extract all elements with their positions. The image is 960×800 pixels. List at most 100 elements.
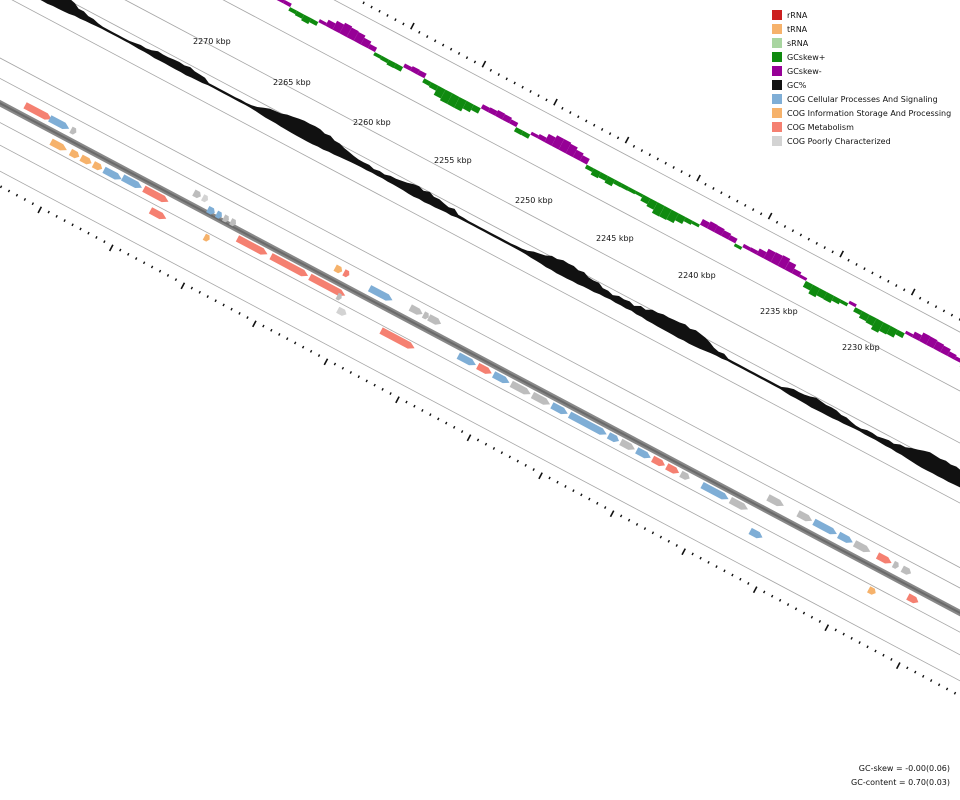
gc-skew-positive-block — [858, 310, 870, 322]
minor-tick — [561, 106, 564, 110]
minor-tick — [301, 345, 305, 349]
minor-tick — [190, 286, 194, 290]
legend-item-cog-poorly: COG Poorly Characterized — [772, 134, 951, 148]
gc-skew-negative-block — [325, 19, 336, 30]
gc-skew-positive-block — [521, 130, 531, 139]
gc-skew-negative-block — [699, 219, 710, 229]
minor-tick — [119, 248, 122, 252]
gene-feature — [201, 194, 208, 203]
minor-tick — [680, 170, 683, 174]
gene-feature — [906, 593, 919, 604]
minor-tick — [577, 115, 580, 119]
minor-tick — [394, 18, 397, 22]
gene-feature — [23, 102, 52, 120]
minor-tick — [707, 560, 710, 564]
gc-skew-positive-block — [386, 59, 397, 69]
minor-tick — [890, 658, 893, 661]
gc-skew-negative-block — [502, 114, 512, 124]
gc-skew-positive-block — [675, 213, 686, 224]
gc-skew-negative-block — [947, 351, 957, 360]
minor-tick — [596, 501, 599, 505]
legend-label: COG Metabolism — [787, 122, 854, 132]
gene-feature — [867, 586, 876, 595]
gc-skew-positive-block — [447, 93, 460, 108]
gene-feature — [567, 411, 607, 435]
minor-tick — [95, 235, 98, 239]
gc-skew-positive-block — [870, 318, 884, 333]
minor-tick — [381, 387, 384, 391]
legend-label: rRNA — [787, 10, 808, 20]
minor-tick — [537, 94, 540, 98]
tick-label: 2270 kbp — [193, 37, 231, 46]
gc-skew-negative-block — [791, 268, 802, 278]
gc-skew-negative-block — [742, 243, 752, 251]
gene-feature — [812, 518, 837, 535]
gene-feature — [421, 311, 429, 320]
minor-tick — [731, 573, 734, 577]
gene-feature — [367, 285, 393, 301]
gc-skew-negative-block — [339, 22, 353, 38]
minor-tick — [513, 81, 516, 85]
gc-skew-negative-block — [403, 63, 413, 71]
major-tick — [553, 98, 558, 106]
legend-item-trna: tRNA — [772, 22, 951, 36]
gene-feature — [651, 455, 665, 467]
minor-tick — [608, 132, 612, 136]
gc-skew-negative-block — [367, 44, 378, 53]
minor-tick — [934, 305, 938, 309]
guide-line — [124, 0, 960, 444]
gc-skew-negative-block — [749, 247, 759, 255]
minor-tick — [739, 577, 742, 581]
minor-tick — [206, 295, 209, 298]
gene-feature — [476, 362, 492, 374]
gc-skew-positive-block — [462, 100, 474, 113]
gene-feature — [91, 161, 103, 171]
minor-tick — [723, 569, 726, 573]
minor-tick — [238, 311, 241, 315]
gc-skew-positive-block — [802, 280, 813, 291]
minor-tick — [604, 506, 607, 509]
minor-tick — [858, 641, 861, 644]
minor-tick — [529, 90, 532, 93]
gc-skew-negative-block — [487, 107, 498, 116]
major-tick — [839, 250, 845, 258]
legend-swatch — [772, 136, 782, 146]
minor-tick — [418, 30, 421, 34]
major-tick — [767, 212, 773, 220]
gc-skew-negative-block — [954, 356, 960, 363]
gc-skew-positive-block — [839, 299, 849, 307]
minor-tick — [492, 446, 496, 450]
minor-tick — [421, 409, 424, 412]
minor-tick — [569, 111, 572, 114]
guide-line — [0, 170, 960, 682]
genome-stats: GC-skew = -0.00(0.06) GC-content = 0.70(… — [851, 762, 950, 790]
legend-label: sRNA — [787, 38, 809, 48]
minor-tick — [874, 649, 877, 653]
gene-feature — [408, 304, 423, 315]
gc-skew-negative-block — [353, 31, 366, 45]
tick-label: 2255 kbp — [434, 156, 472, 165]
minor-tick — [818, 620, 822, 623]
minor-tick — [585, 119, 588, 123]
gc-skew-negative-block — [495, 110, 506, 120]
gc-skew-negative-block — [777, 255, 791, 270]
major-tick — [824, 624, 830, 632]
gc-skew-positive-block — [865, 314, 877, 326]
minor-tick — [556, 480, 559, 484]
gc-skew-negative-block — [756, 248, 767, 259]
minor-tick — [516, 459, 519, 463]
minor-tick — [457, 52, 461, 55]
minor-tick — [500, 451, 504, 455]
minor-tick — [786, 603, 790, 607]
minor-tick — [508, 455, 512, 459]
minor-tick — [426, 35, 429, 39]
minor-tick — [648, 153, 652, 157]
gc-skew-positive-block — [620, 183, 630, 191]
minor-tick — [63, 219, 66, 222]
minor-tick — [945, 687, 949, 691]
minor-tick — [127, 252, 130, 256]
minor-tick — [532, 468, 535, 471]
minor-tick — [815, 241, 818, 245]
gc-skew-positive-block — [666, 209, 679, 224]
gene-feature — [748, 527, 763, 539]
